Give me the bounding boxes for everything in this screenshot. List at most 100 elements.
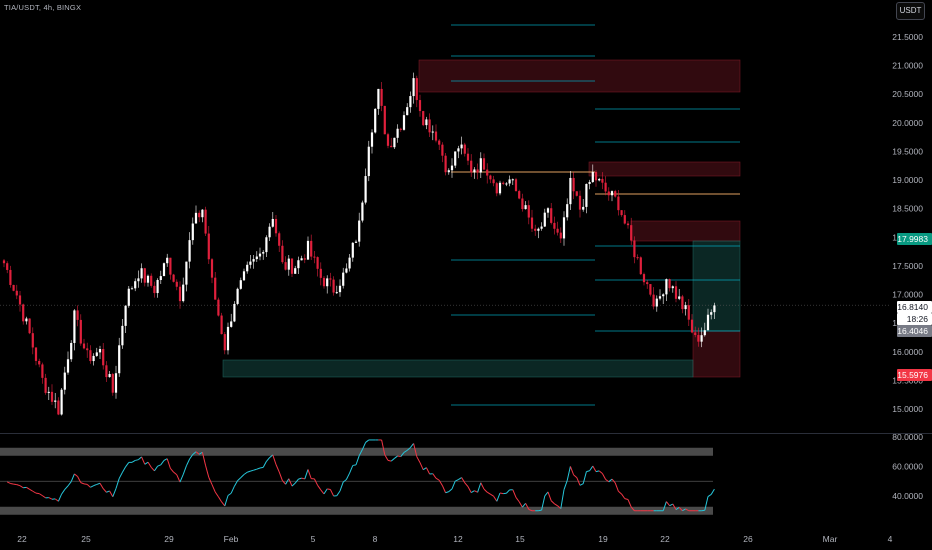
rsi-segment bbox=[586, 470, 590, 473]
rsi-segment bbox=[432, 473, 437, 479]
candle-body bbox=[124, 305, 127, 326]
candle-body bbox=[306, 240, 310, 260]
candle-body bbox=[169, 257, 172, 275]
rsi-segment bbox=[19, 485, 24, 489]
rsi-segment bbox=[121, 466, 127, 473]
rsi-segment bbox=[566, 466, 571, 481]
rsi-segment bbox=[278, 471, 283, 481]
candle-body bbox=[633, 240, 636, 258]
rsi-segment bbox=[233, 480, 239, 487]
price-tick-label: 15.0000 bbox=[892, 404, 923, 414]
candle-body bbox=[98, 349, 102, 353]
rsi-segment bbox=[445, 491, 449, 494]
candle-body bbox=[262, 252, 265, 254]
candle-body bbox=[511, 179, 514, 181]
rsi-segment bbox=[48, 497, 53, 500]
candle-body bbox=[47, 391, 50, 393]
rsi-segment bbox=[403, 449, 408, 453]
candle-body bbox=[476, 169, 479, 173]
rsi-segment bbox=[538, 509, 542, 512]
price-tag-bg bbox=[897, 313, 932, 325]
rsi-segment bbox=[601, 473, 607, 480]
candle-body bbox=[591, 171, 594, 183]
rsi-segment bbox=[224, 495, 229, 507]
candle-body bbox=[447, 170, 450, 173]
time-axis[interactable]: 22 25 29 Feb 5 8 12 15 19 22 26 Mar 4 bbox=[17, 534, 892, 544]
candle-body bbox=[524, 205, 527, 210]
price-tick-label: 19.5000 bbox=[892, 146, 923, 156]
rsi-segment bbox=[147, 461, 152, 468]
rsi-segment bbox=[352, 464, 357, 466]
candle-body bbox=[335, 292, 338, 294]
price-tick-label: 18.5000 bbox=[892, 204, 923, 214]
rsi-segment bbox=[195, 451, 200, 455]
rsi-segment bbox=[131, 460, 136, 463]
rsi-segment bbox=[294, 478, 299, 484]
rsi-segment bbox=[573, 474, 578, 478]
rsi-segment bbox=[80, 482, 85, 485]
candle-body bbox=[495, 183, 498, 194]
candle-body bbox=[178, 286, 182, 302]
candle-body bbox=[665, 279, 668, 295]
candle-body bbox=[514, 179, 518, 192]
candle-body bbox=[386, 134, 390, 146]
rsi-segment bbox=[397, 455, 401, 458]
rsi-segment bbox=[141, 456, 146, 465]
rsi-segment bbox=[608, 478, 613, 483]
price-tick-label: 21.0000 bbox=[892, 61, 923, 71]
rsi-segment bbox=[515, 497, 520, 503]
rsi-segment bbox=[163, 458, 168, 461]
rsi-tick-label: 60.0000 bbox=[892, 462, 923, 472]
candle-body bbox=[620, 210, 623, 216]
rsi-segment bbox=[10, 482, 14, 485]
candle-body bbox=[470, 160, 473, 173]
candle-body bbox=[518, 191, 521, 199]
rsi-segment bbox=[394, 455, 398, 459]
candle-body bbox=[588, 182, 591, 184]
candle-body bbox=[553, 222, 556, 229]
currency-button[interactable]: USDT bbox=[896, 2, 925, 20]
candle-body bbox=[678, 296, 681, 299]
rsi-segment bbox=[557, 505, 562, 510]
price-tick-label: 20.5000 bbox=[892, 89, 923, 99]
candle-body bbox=[486, 169, 489, 176]
candle-body bbox=[646, 282, 649, 285]
candle-body bbox=[521, 198, 524, 210]
rsi-segment bbox=[569, 466, 575, 476]
rsi-segment bbox=[298, 477, 302, 480]
rsi-segment bbox=[662, 501, 667, 511]
rsi-segment bbox=[451, 480, 456, 490]
candle-body bbox=[338, 285, 342, 293]
candle-body bbox=[185, 261, 188, 285]
candle-body bbox=[610, 191, 614, 196]
candle-body bbox=[367, 146, 370, 177]
rsi-segment bbox=[704, 496, 709, 511]
rsi-segment bbox=[685, 508, 690, 512]
candle-body bbox=[652, 294, 655, 307]
candle-body bbox=[559, 232, 562, 239]
candle-body bbox=[582, 206, 585, 210]
candle-body bbox=[655, 298, 658, 307]
rsi-segment bbox=[205, 465, 210, 478]
candle-body bbox=[614, 191, 617, 197]
price-tag-bg bbox=[897, 369, 932, 381]
time-tick-label: Feb bbox=[224, 534, 239, 544]
rsi-segment bbox=[506, 489, 510, 494]
rsi-segment bbox=[304, 469, 309, 480]
candle-body bbox=[201, 209, 204, 218]
candle-body bbox=[505, 183, 508, 185]
candle-body bbox=[297, 260, 300, 269]
candle-body bbox=[694, 332, 697, 336]
candle-body bbox=[482, 158, 486, 170]
candle-body bbox=[111, 374, 114, 393]
rsi-segment bbox=[166, 458, 171, 469]
rsi-segment bbox=[272, 454, 277, 465]
rsi-segment bbox=[672, 503, 677, 510]
rsi-segment bbox=[320, 489, 325, 495]
candle-body bbox=[345, 268, 348, 273]
candle-body bbox=[9, 269, 12, 285]
candle-body bbox=[70, 342, 73, 360]
rsi-segment bbox=[416, 456, 421, 463]
price-axis[interactable]: 15.000015.500016.000016.500017.000017.50… bbox=[892, 32, 923, 414]
candle-body bbox=[281, 245, 284, 263]
